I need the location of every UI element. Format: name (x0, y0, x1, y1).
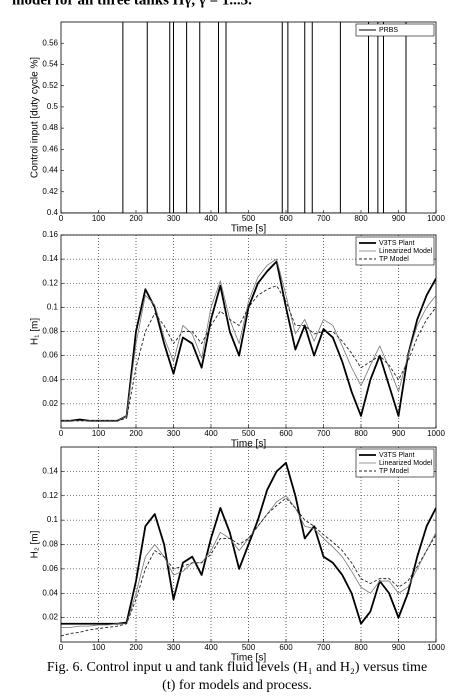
legend-label: PRBS (379, 27, 398, 34)
x-tick-label: 300 (167, 429, 181, 438)
y-axis-label: Control input [duty cycle %] (30, 57, 41, 178)
x-tick-label: 0 (59, 429, 64, 438)
x-tick-label: 500 (242, 214, 256, 223)
y-tick-label: 0.06 (42, 564, 58, 573)
plot-frame (60, 446, 437, 643)
x-tick-label: 200 (129, 214, 143, 223)
y-tick-label: 0.12 (42, 491, 58, 500)
x-tick-label: 100 (92, 429, 106, 438)
series-line (61, 495, 436, 628)
x-axis-label: Time [s] (231, 439, 266, 450)
x-tick-label: 1000 (427, 643, 445, 652)
x-tick-label: 600 (279, 643, 293, 652)
x-tick-label: 900 (392, 429, 406, 438)
y-tick-label: 0.14 (42, 466, 58, 475)
legend-label: TP Model (379, 468, 409, 475)
y-tick-label: 0.08 (42, 540, 58, 549)
y-tick-label: 0.54 (42, 60, 58, 69)
series-line (61, 22, 407, 213)
x-tick-label: 200 (129, 643, 143, 652)
x-axis-label: Time [s] (231, 653, 266, 664)
x-tick-label: 800 (354, 429, 368, 438)
series-group (61, 461, 436, 637)
y-tick-label: 0.5 (47, 102, 59, 111)
x-axis-label: Time [s] (231, 224, 266, 235)
x-tick-label: 1000 (427, 429, 445, 438)
x-tick-label: 900 (392, 643, 406, 652)
x-tick-label: 300 (167, 643, 181, 652)
y-axis-label: H₁ [m] (30, 318, 41, 345)
x-tick-label: 400 (204, 429, 218, 438)
legend-label: Linearized Model (379, 248, 433, 255)
series-line (61, 260, 436, 422)
y-tick-label: 0.44 (42, 166, 58, 175)
y-axis-label: H₂ [m] (30, 530, 41, 558)
y-tick-label: 0.42 (42, 187, 58, 196)
y-tick-label: 0.02 (42, 613, 58, 622)
x-tick-label: 0 (59, 214, 64, 223)
y-tick-label: 0.14 (42, 254, 58, 263)
legend-box (355, 23, 435, 37)
y-tick-label: 0.04 (42, 375, 58, 384)
y-tick-label: 0.48 (42, 123, 58, 132)
legend-label: Linearized Model (379, 460, 433, 467)
y-tick-label: 0.02 (42, 399, 58, 408)
y-tick-label: 0.46 (42, 144, 58, 153)
legend-label: V3TS Plant (379, 240, 414, 247)
y-tick-label: 0.4 (47, 208, 59, 217)
legend-label: V3TS Plant (379, 452, 414, 459)
y-tick-label: 0.06 (42, 351, 58, 360)
series-group (61, 22, 407, 213)
x-tick-label: 800 (354, 214, 368, 223)
series-line (61, 285, 436, 422)
x-tick-label: 1000 (427, 214, 445, 223)
x-tick-label: 500 (242, 643, 256, 652)
caption-line: Fig. 6. Control input u and tank fluid l… (47, 660, 427, 675)
x-tick-label: 0 (59, 643, 64, 652)
y-tick-label: 0.04 (42, 588, 58, 597)
x-tick-label: 800 (354, 643, 368, 652)
caption-line: (t) for models and process. (162, 678, 312, 693)
plot-frame (60, 234, 437, 429)
x-tick-label: 300 (167, 214, 181, 223)
plot-frame (60, 21, 437, 214)
x-tick-label: 600 (279, 214, 293, 223)
y-tick-label: 0.56 (42, 38, 58, 47)
series-group (61, 258, 436, 422)
x-tick-label: 200 (129, 429, 143, 438)
x-tick-label: 100 (92, 643, 106, 652)
x-tick-label: 700 (317, 643, 331, 652)
y-tick-label: 0.1 (47, 515, 59, 524)
y-tick-label: 0.16 (42, 230, 58, 239)
x-tick-label: 600 (279, 429, 293, 438)
series-line (61, 258, 436, 422)
x-tick-label: 400 (204, 214, 218, 223)
x-tick-label: 500 (242, 429, 256, 438)
x-tick-label: 100 (92, 214, 106, 223)
series-line (61, 461, 436, 625)
y-tick-label: 0.08 (42, 327, 58, 336)
x-tick-label: 400 (204, 643, 218, 652)
x-tick-label: 700 (317, 214, 331, 223)
y-tick-label: 0.52 (42, 81, 58, 90)
y-tick-label: 0.1 (47, 302, 59, 311)
y-tick-label: 0.12 (42, 278, 58, 287)
x-tick-label: 900 (392, 214, 406, 223)
header-text: model for all three tanks Hγ, γ = 1...3. (12, 0, 252, 8)
x-tick-label: 700 (317, 429, 331, 438)
legend-label: TP Model (379, 256, 409, 263)
